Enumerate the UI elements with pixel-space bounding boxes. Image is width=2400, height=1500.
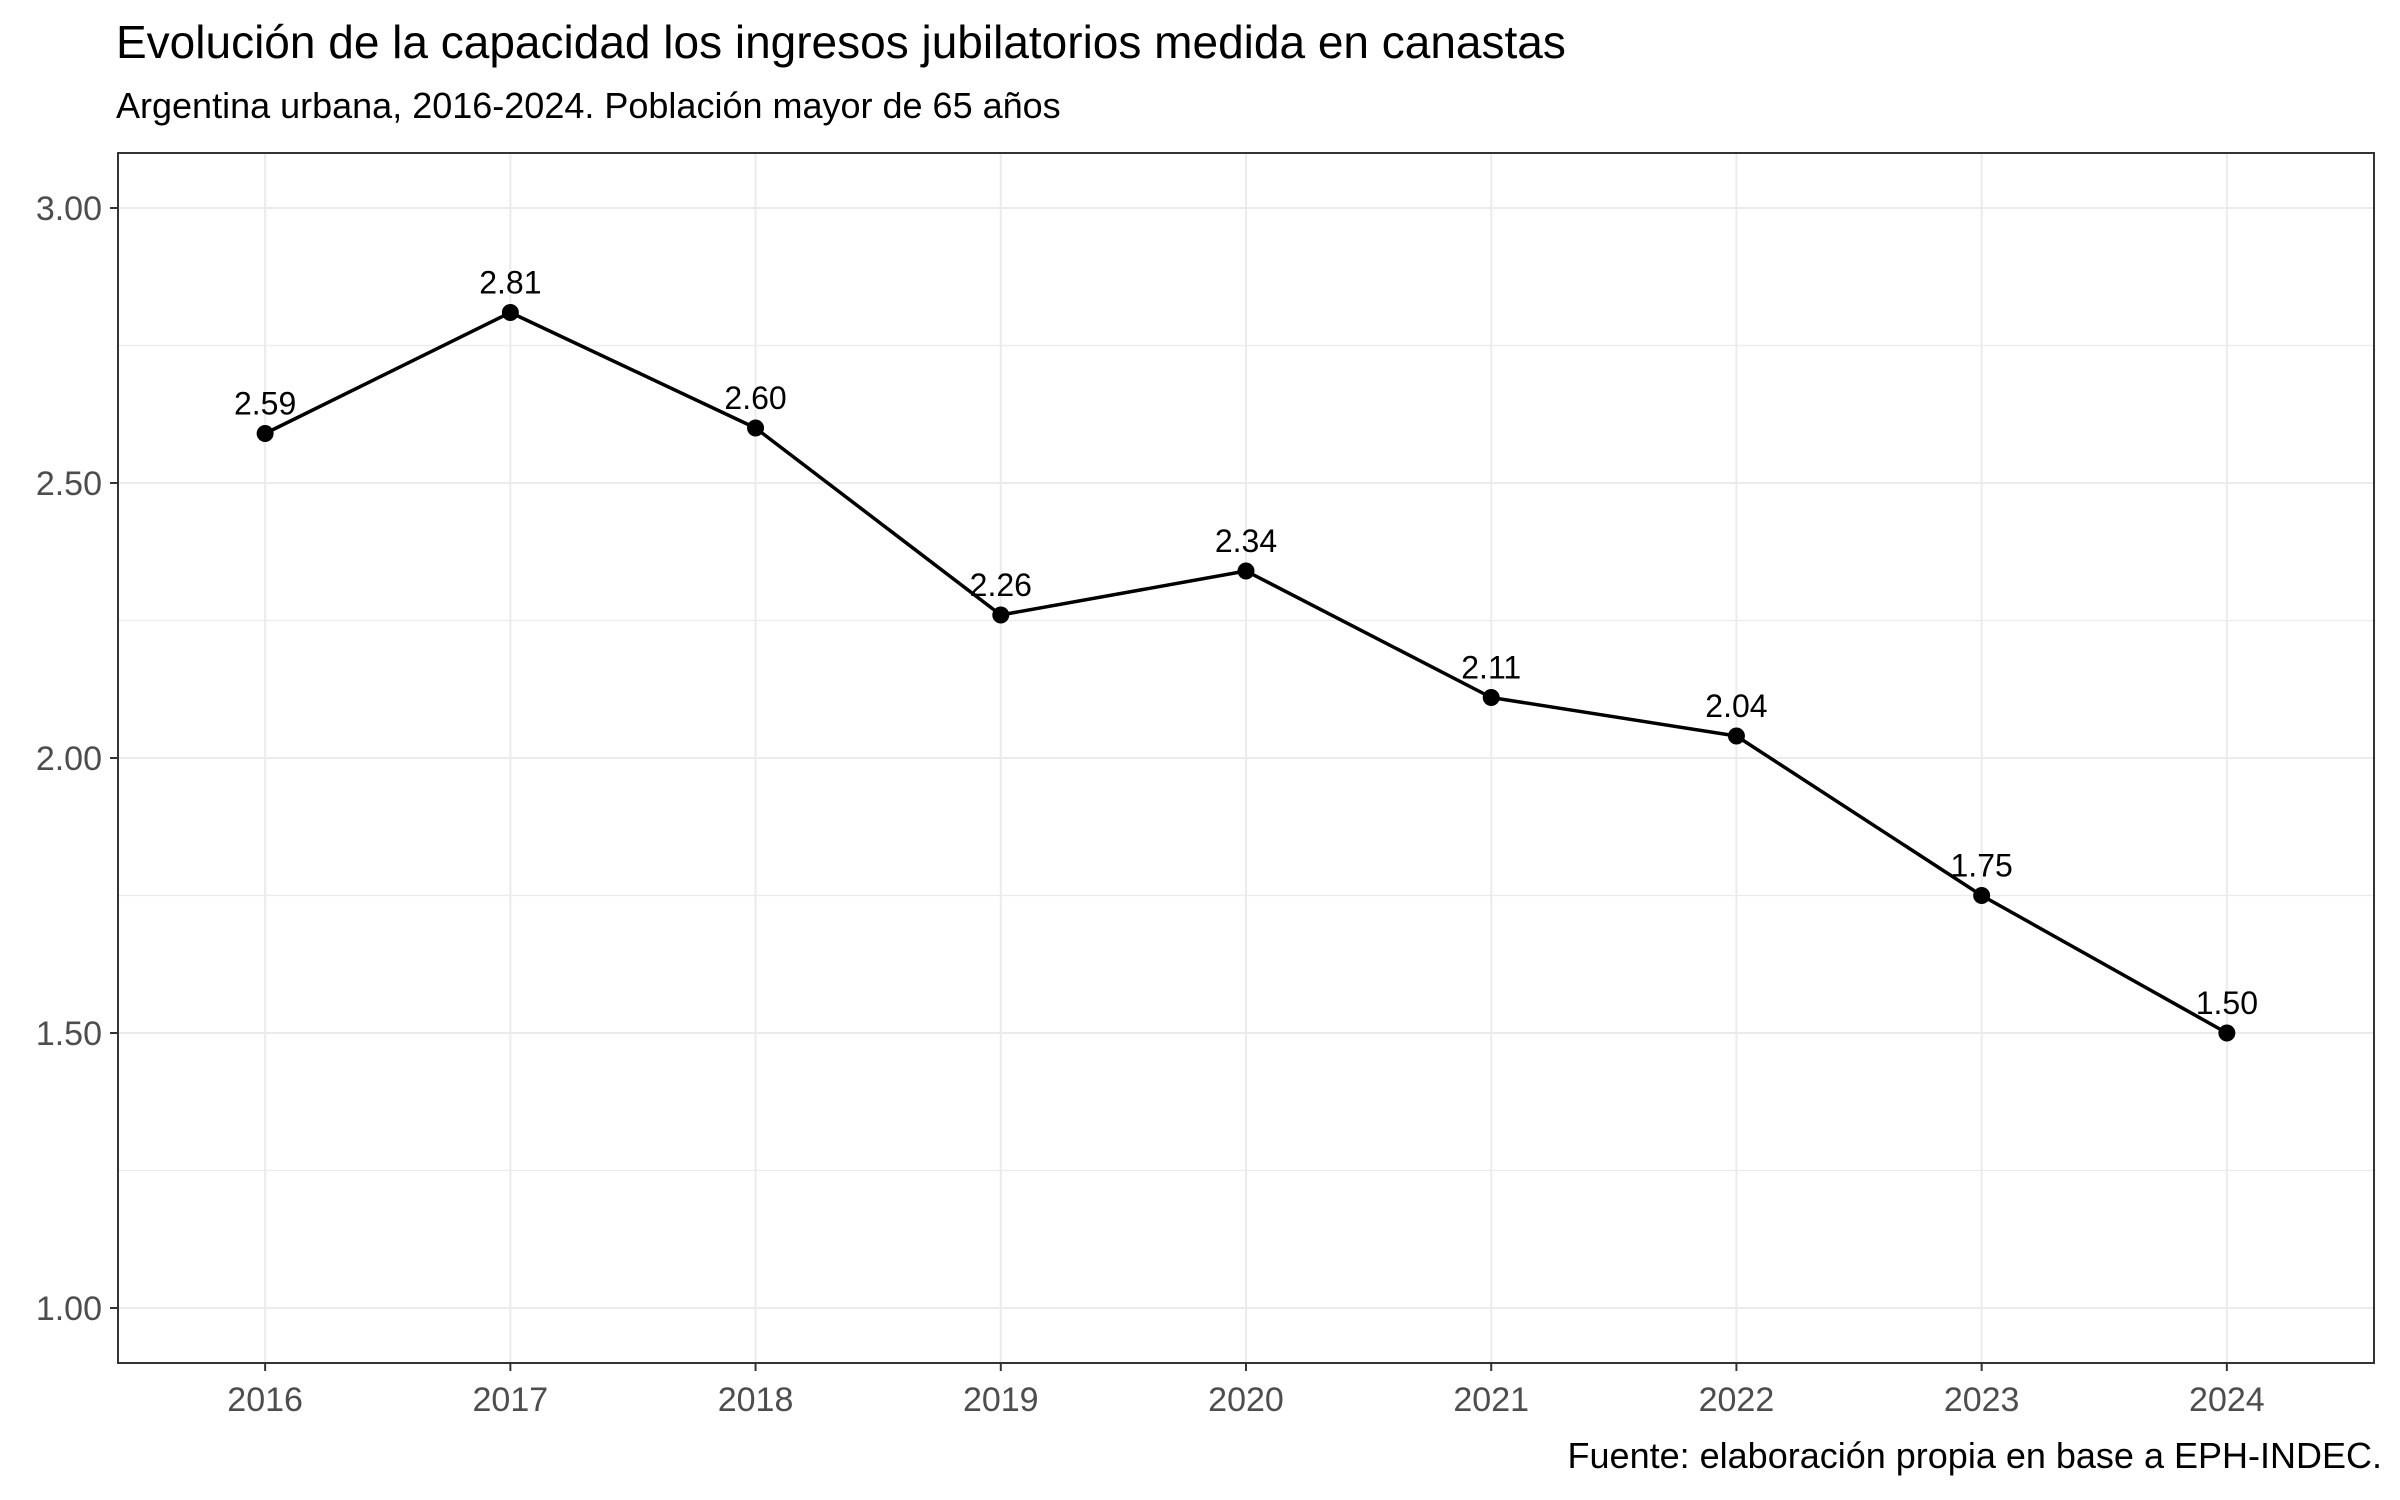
x-tick-label: 2017 xyxy=(473,1381,549,1419)
y-tick-label: 2.00 xyxy=(36,740,102,778)
chart-title: Evolución de la capacidad los ingresos j… xyxy=(116,16,1566,68)
data-point xyxy=(1237,562,1255,580)
x-axis: 2016 2017 2018 2019 2020 2021 2022 2023 2024 xyxy=(227,1363,2265,1419)
y-axis: 1.00 1.50 2.00 2.50 3.00 xyxy=(36,190,118,1328)
y-tick-label: 2.50 xyxy=(36,465,102,503)
data-label: 2.04 xyxy=(1705,688,1767,724)
data-label: 2.11 xyxy=(1461,650,1521,686)
chart-caption: Fuente: elaboración propia en base a EPH… xyxy=(1567,1435,2382,1476)
data-label: 2.59 xyxy=(234,386,296,422)
data-point xyxy=(1973,887,1991,904)
data-label: 1.75 xyxy=(1951,848,2013,884)
x-tick-label: 2020 xyxy=(1208,1381,1284,1419)
data-label: 2.34 xyxy=(1215,523,1277,559)
y-tick-label: 3.00 xyxy=(36,190,102,228)
data-point xyxy=(992,606,1010,624)
x-tick-label: 2021 xyxy=(1453,1381,1529,1419)
data-labels: 2.59 2.81 2.60 2.26 2.34 2.11 2.04 1.75 1.50 xyxy=(234,265,2258,1022)
data-label: 2.81 xyxy=(479,265,541,301)
data-point xyxy=(2218,1024,2236,1042)
x-tick-label: 2019 xyxy=(963,1381,1039,1419)
x-tick-label: 2016 xyxy=(227,1381,303,1419)
x-tick-label: 2018 xyxy=(718,1381,794,1419)
gridlines xyxy=(118,153,2374,1363)
x-tick-label: 2023 xyxy=(1944,1381,2020,1419)
data-point xyxy=(256,425,274,442)
data-point xyxy=(501,304,519,321)
data-label: 1.50 xyxy=(2196,985,2258,1021)
data-points xyxy=(256,304,2236,1042)
data-label: 2.26 xyxy=(970,567,1032,603)
data-point xyxy=(1482,689,1500,706)
chart-subtitle: Argentina urbana, 2016-2024. Población m… xyxy=(116,85,1061,126)
y-tick-label: 1.50 xyxy=(36,1015,102,1053)
data-point xyxy=(1727,727,1745,745)
data-point xyxy=(747,419,765,437)
data-label: 2.60 xyxy=(724,380,786,416)
x-tick-label: 2022 xyxy=(1699,1381,1775,1419)
y-tick-label: 1.00 xyxy=(36,1290,102,1328)
x-tick-label: 2024 xyxy=(2189,1381,2265,1419)
